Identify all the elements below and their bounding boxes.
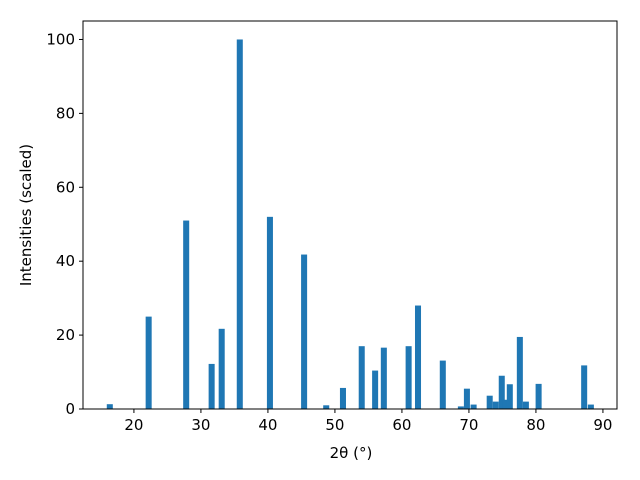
plot-frame <box>82 20 618 410</box>
bar <box>581 365 588 409</box>
bar <box>301 254 308 409</box>
bar <box>236 39 243 409</box>
bar <box>266 216 273 409</box>
x-tick-label: 80 <box>526 416 545 434</box>
bar <box>380 347 387 409</box>
bar <box>372 370 379 409</box>
bar <box>218 328 225 409</box>
bar <box>463 388 470 409</box>
bar <box>405 346 412 409</box>
x-tick-label: 20 <box>124 416 143 434</box>
bar <box>183 220 190 409</box>
bar <box>486 395 493 409</box>
bar <box>439 360 446 409</box>
x-tick-label: 50 <box>325 416 344 434</box>
bar <box>470 404 477 409</box>
bar <box>506 384 513 409</box>
y-axis-label: Intensities (scaled) <box>17 144 35 286</box>
bar <box>502 399 509 409</box>
y-tick-label: 100 <box>46 30 75 48</box>
x-axis-label: 2θ (°) <box>330 444 373 462</box>
bar <box>323 405 330 409</box>
bar <box>498 375 505 409</box>
x-tick-label: 60 <box>392 416 411 434</box>
bar <box>457 406 464 409</box>
bar <box>339 387 346 409</box>
y-tick-label: 20 <box>56 326 75 344</box>
bar <box>492 401 499 409</box>
bar <box>106 404 113 409</box>
bar <box>587 404 594 409</box>
bar <box>414 305 422 409</box>
bar <box>208 363 215 409</box>
x-tick-label: 30 <box>191 416 210 434</box>
bar <box>522 401 529 409</box>
y-tick-label: 80 <box>56 104 75 122</box>
y-tick-label: 0 <box>65 400 75 418</box>
bar <box>516 336 523 409</box>
x-tick-label: 70 <box>459 416 478 434</box>
y-tick-label: 40 <box>56 252 75 270</box>
y-tick-label: 60 <box>56 178 75 196</box>
bar <box>145 316 152 409</box>
bar <box>535 383 542 409</box>
x-tick-label: 40 <box>258 416 277 434</box>
x-tick-label: 90 <box>593 416 612 434</box>
bar <box>358 346 365 409</box>
